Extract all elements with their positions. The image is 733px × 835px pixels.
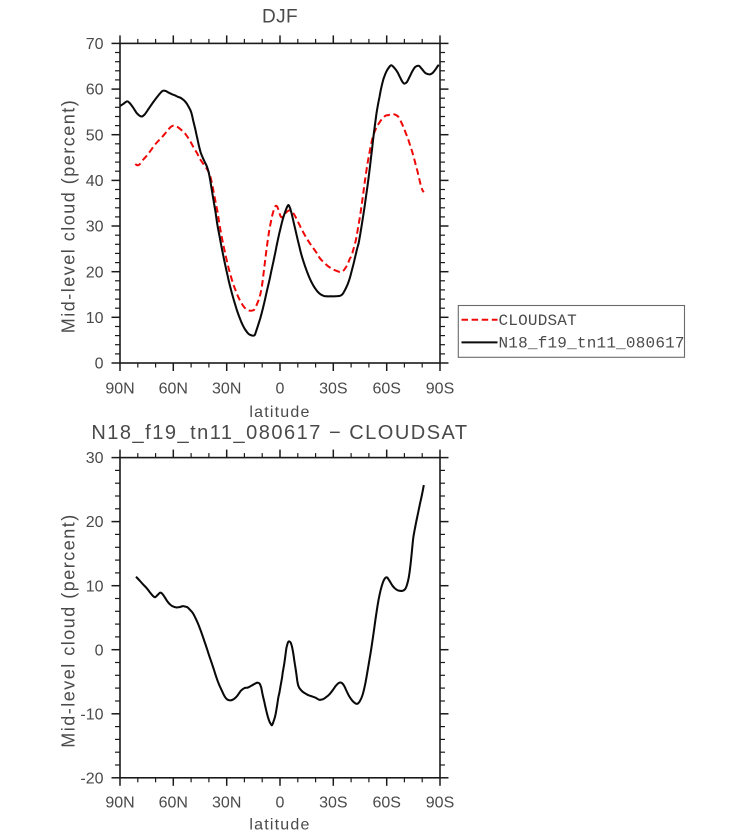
svg-text:-20: -20 bbox=[80, 770, 103, 787]
svg-text:10: 10 bbox=[86, 578, 104, 595]
svg-text:0: 0 bbox=[95, 642, 104, 659]
svg-text:Mid-level cloud (percent): Mid-level cloud (percent) bbox=[59, 513, 79, 748]
svg-text:N18_f19_tn11_080617 − CLOUDSAT: N18_f19_tn11_080617 − CLOUDSAT bbox=[91, 422, 468, 444]
svg-text:90N: 90N bbox=[105, 795, 134, 812]
svg-text:90N: 90N bbox=[105, 381, 134, 398]
svg-text:70: 70 bbox=[86, 36, 104, 53]
svg-text:latitude: latitude bbox=[249, 817, 310, 834]
svg-text:30S: 30S bbox=[319, 381, 347, 398]
svg-text:60: 60 bbox=[86, 82, 104, 99]
svg-text:30: 30 bbox=[86, 219, 104, 236]
svg-text:30: 30 bbox=[86, 450, 104, 467]
svg-text:DJF: DJF bbox=[262, 7, 298, 28]
svg-text:60S: 60S bbox=[372, 795, 400, 812]
svg-text:90S: 90S bbox=[426, 381, 454, 398]
svg-text:N18_f19_tn11_080617: N18_f19_tn11_080617 bbox=[499, 334, 685, 352]
svg-text:20: 20 bbox=[86, 264, 104, 281]
svg-text:90S: 90S bbox=[426, 795, 454, 812]
svg-text:0: 0 bbox=[276, 795, 285, 812]
svg-text:40: 40 bbox=[86, 173, 104, 190]
svg-text:50: 50 bbox=[86, 127, 104, 144]
svg-text:60N: 60N bbox=[159, 795, 188, 812]
svg-text:latitude: latitude bbox=[249, 404, 310, 421]
svg-text:30S: 30S bbox=[319, 795, 347, 812]
svg-text:30N: 30N bbox=[212, 795, 241, 812]
svg-text:-10: -10 bbox=[80, 706, 103, 723]
svg-text:Mid-level cloud (percent): Mid-level cloud (percent) bbox=[59, 99, 79, 334]
svg-text:CLOUDSAT: CLOUDSAT bbox=[499, 312, 577, 330]
svg-text:0: 0 bbox=[95, 356, 104, 373]
svg-text:0: 0 bbox=[276, 381, 285, 398]
svg-text:30N: 30N bbox=[212, 381, 241, 398]
svg-text:60S: 60S bbox=[372, 381, 400, 398]
svg-text:60N: 60N bbox=[159, 381, 188, 398]
svg-text:20: 20 bbox=[86, 514, 104, 531]
svg-text:10: 10 bbox=[86, 310, 104, 327]
